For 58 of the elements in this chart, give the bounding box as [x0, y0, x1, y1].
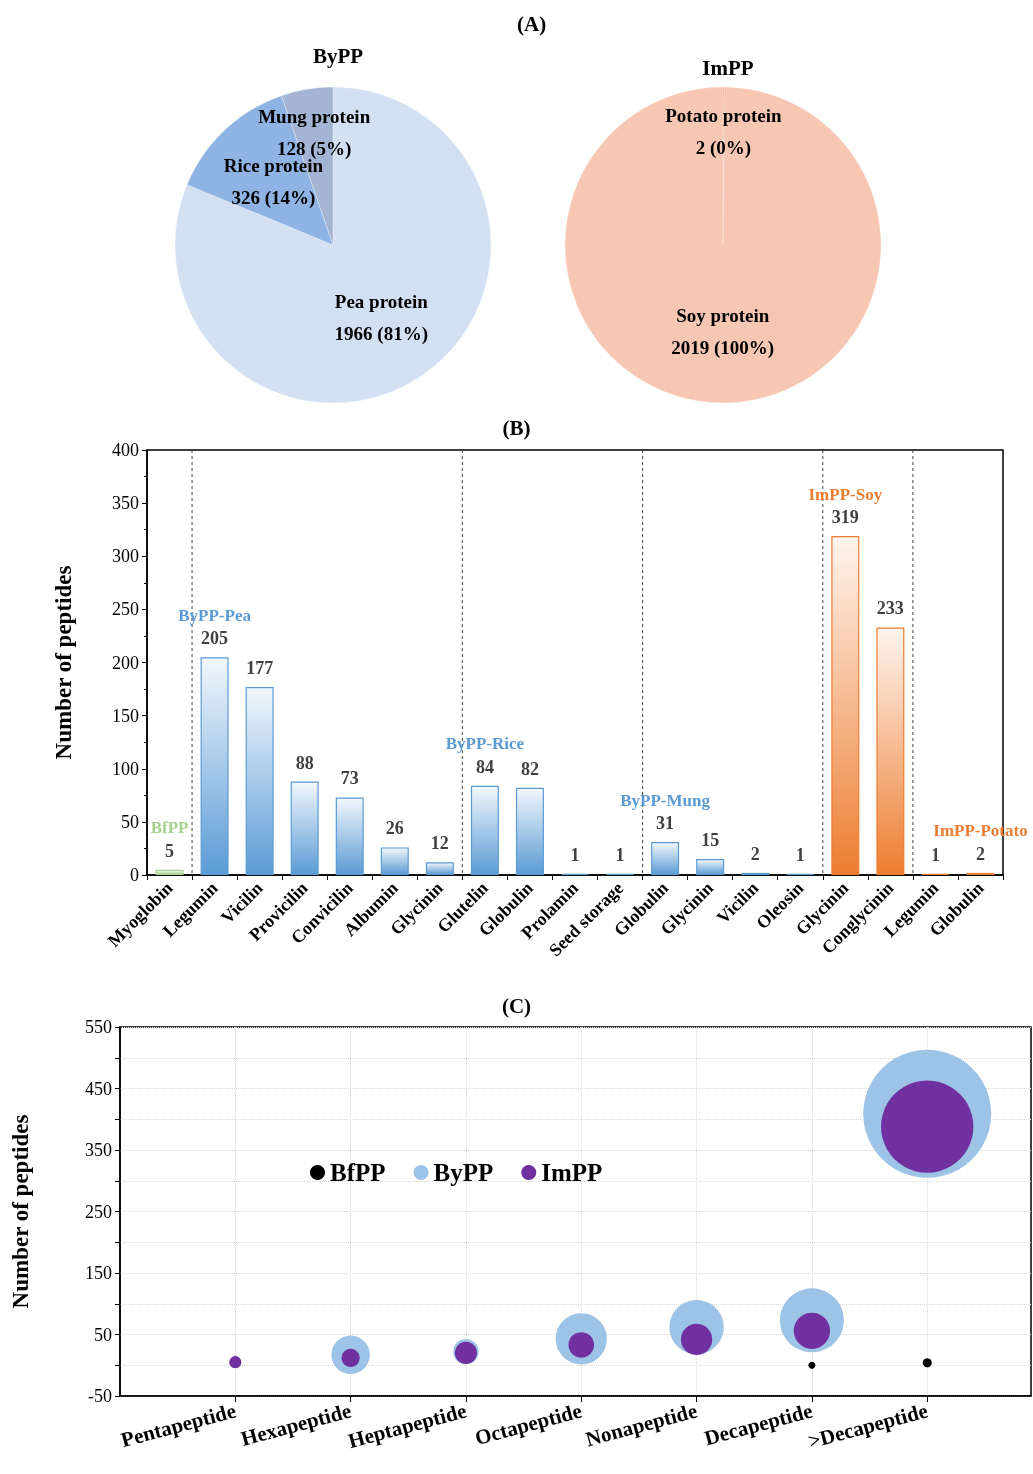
- data-label: 1: [615, 844, 625, 865]
- data-label: 15: [701, 830, 720, 851]
- text: ImPP-Soy: [808, 484, 883, 504]
- data-label: 233: [876, 598, 904, 619]
- text: ByPP-Mung: [620, 790, 711, 810]
- y-tick-label: 250: [112, 599, 139, 620]
- data-label: 26: [385, 818, 404, 839]
- y-tick-label: 200: [112, 652, 139, 673]
- y-tick-label: 50: [121, 811, 139, 832]
- text: (A): [517, 11, 547, 36]
- chart-title: ByPP: [312, 43, 364, 68]
- data-label: 1: [570, 844, 580, 865]
- legend-label: BfPP: [330, 1159, 386, 1186]
- y-tick-label: 550: [85, 1017, 112, 1037]
- slice-label: Potato protein: [665, 104, 782, 126]
- chart-title: (B): [502, 415, 531, 440]
- data-label: 1966 (81%): [334, 322, 429, 345]
- data-label: 319: [831, 507, 859, 528]
- y-tick-label: 50: [94, 1324, 112, 1345]
- data-label: 31: [656, 813, 675, 834]
- data-label: 2: [750, 843, 760, 864]
- y-tick-label: 250: [85, 1201, 112, 1222]
- y-axis-title: Number of peptides: [51, 565, 76, 760]
- y-tick-label: 100: [112, 758, 139, 779]
- legend-label: ImPP: [541, 1159, 603, 1186]
- y-tick-label: 400: [112, 440, 139, 460]
- data-label: 12: [430, 833, 449, 854]
- data-label: 88: [295, 752, 314, 773]
- y-tick-label: 350: [85, 1140, 112, 1160]
- data-label: 2 (0%): [695, 136, 752, 159]
- text: ByPP-Pea: [178, 605, 252, 625]
- y-tick-label: 450: [85, 1078, 112, 1099]
- y-tick-label: 300: [112, 546, 139, 567]
- y-tick-label: 0: [130, 865, 139, 885]
- y-tick-label: 350: [112, 493, 139, 514]
- data-label: 2: [975, 843, 985, 864]
- data-label: 326 (14%): [231, 187, 316, 210]
- slice-label: Mung protein: [258, 106, 371, 128]
- chart-title: (C): [501, 993, 532, 1018]
- data-label: 5: [165, 840, 175, 861]
- series-label: BfPP: [150, 818, 189, 838]
- data-label: 1: [930, 844, 940, 865]
- data-label: 73: [340, 768, 359, 789]
- y-tick-label: -50: [88, 1386, 112, 1406]
- data-label: 1: [795, 844, 805, 865]
- slice-label: Soy protein: [676, 305, 770, 327]
- legend-label: ByPP: [433, 1159, 494, 1186]
- data-label: 2019 (100%): [671, 337, 775, 360]
- slice-label: Pea protein: [334, 290, 429, 312]
- y-tick-label: 150: [85, 1263, 112, 1283]
- data-label: 82: [520, 758, 539, 779]
- chart-title: ImPP: [702, 55, 754, 80]
- data-label: 84: [475, 756, 494, 777]
- data-label: 177: [246, 657, 274, 678]
- text: ByPP-Rice: [445, 734, 525, 754]
- data-label: 205: [201, 628, 229, 649]
- y-axis-title: Number of peptides: [8, 1114, 33, 1309]
- y-tick-label: 150: [112, 705, 139, 726]
